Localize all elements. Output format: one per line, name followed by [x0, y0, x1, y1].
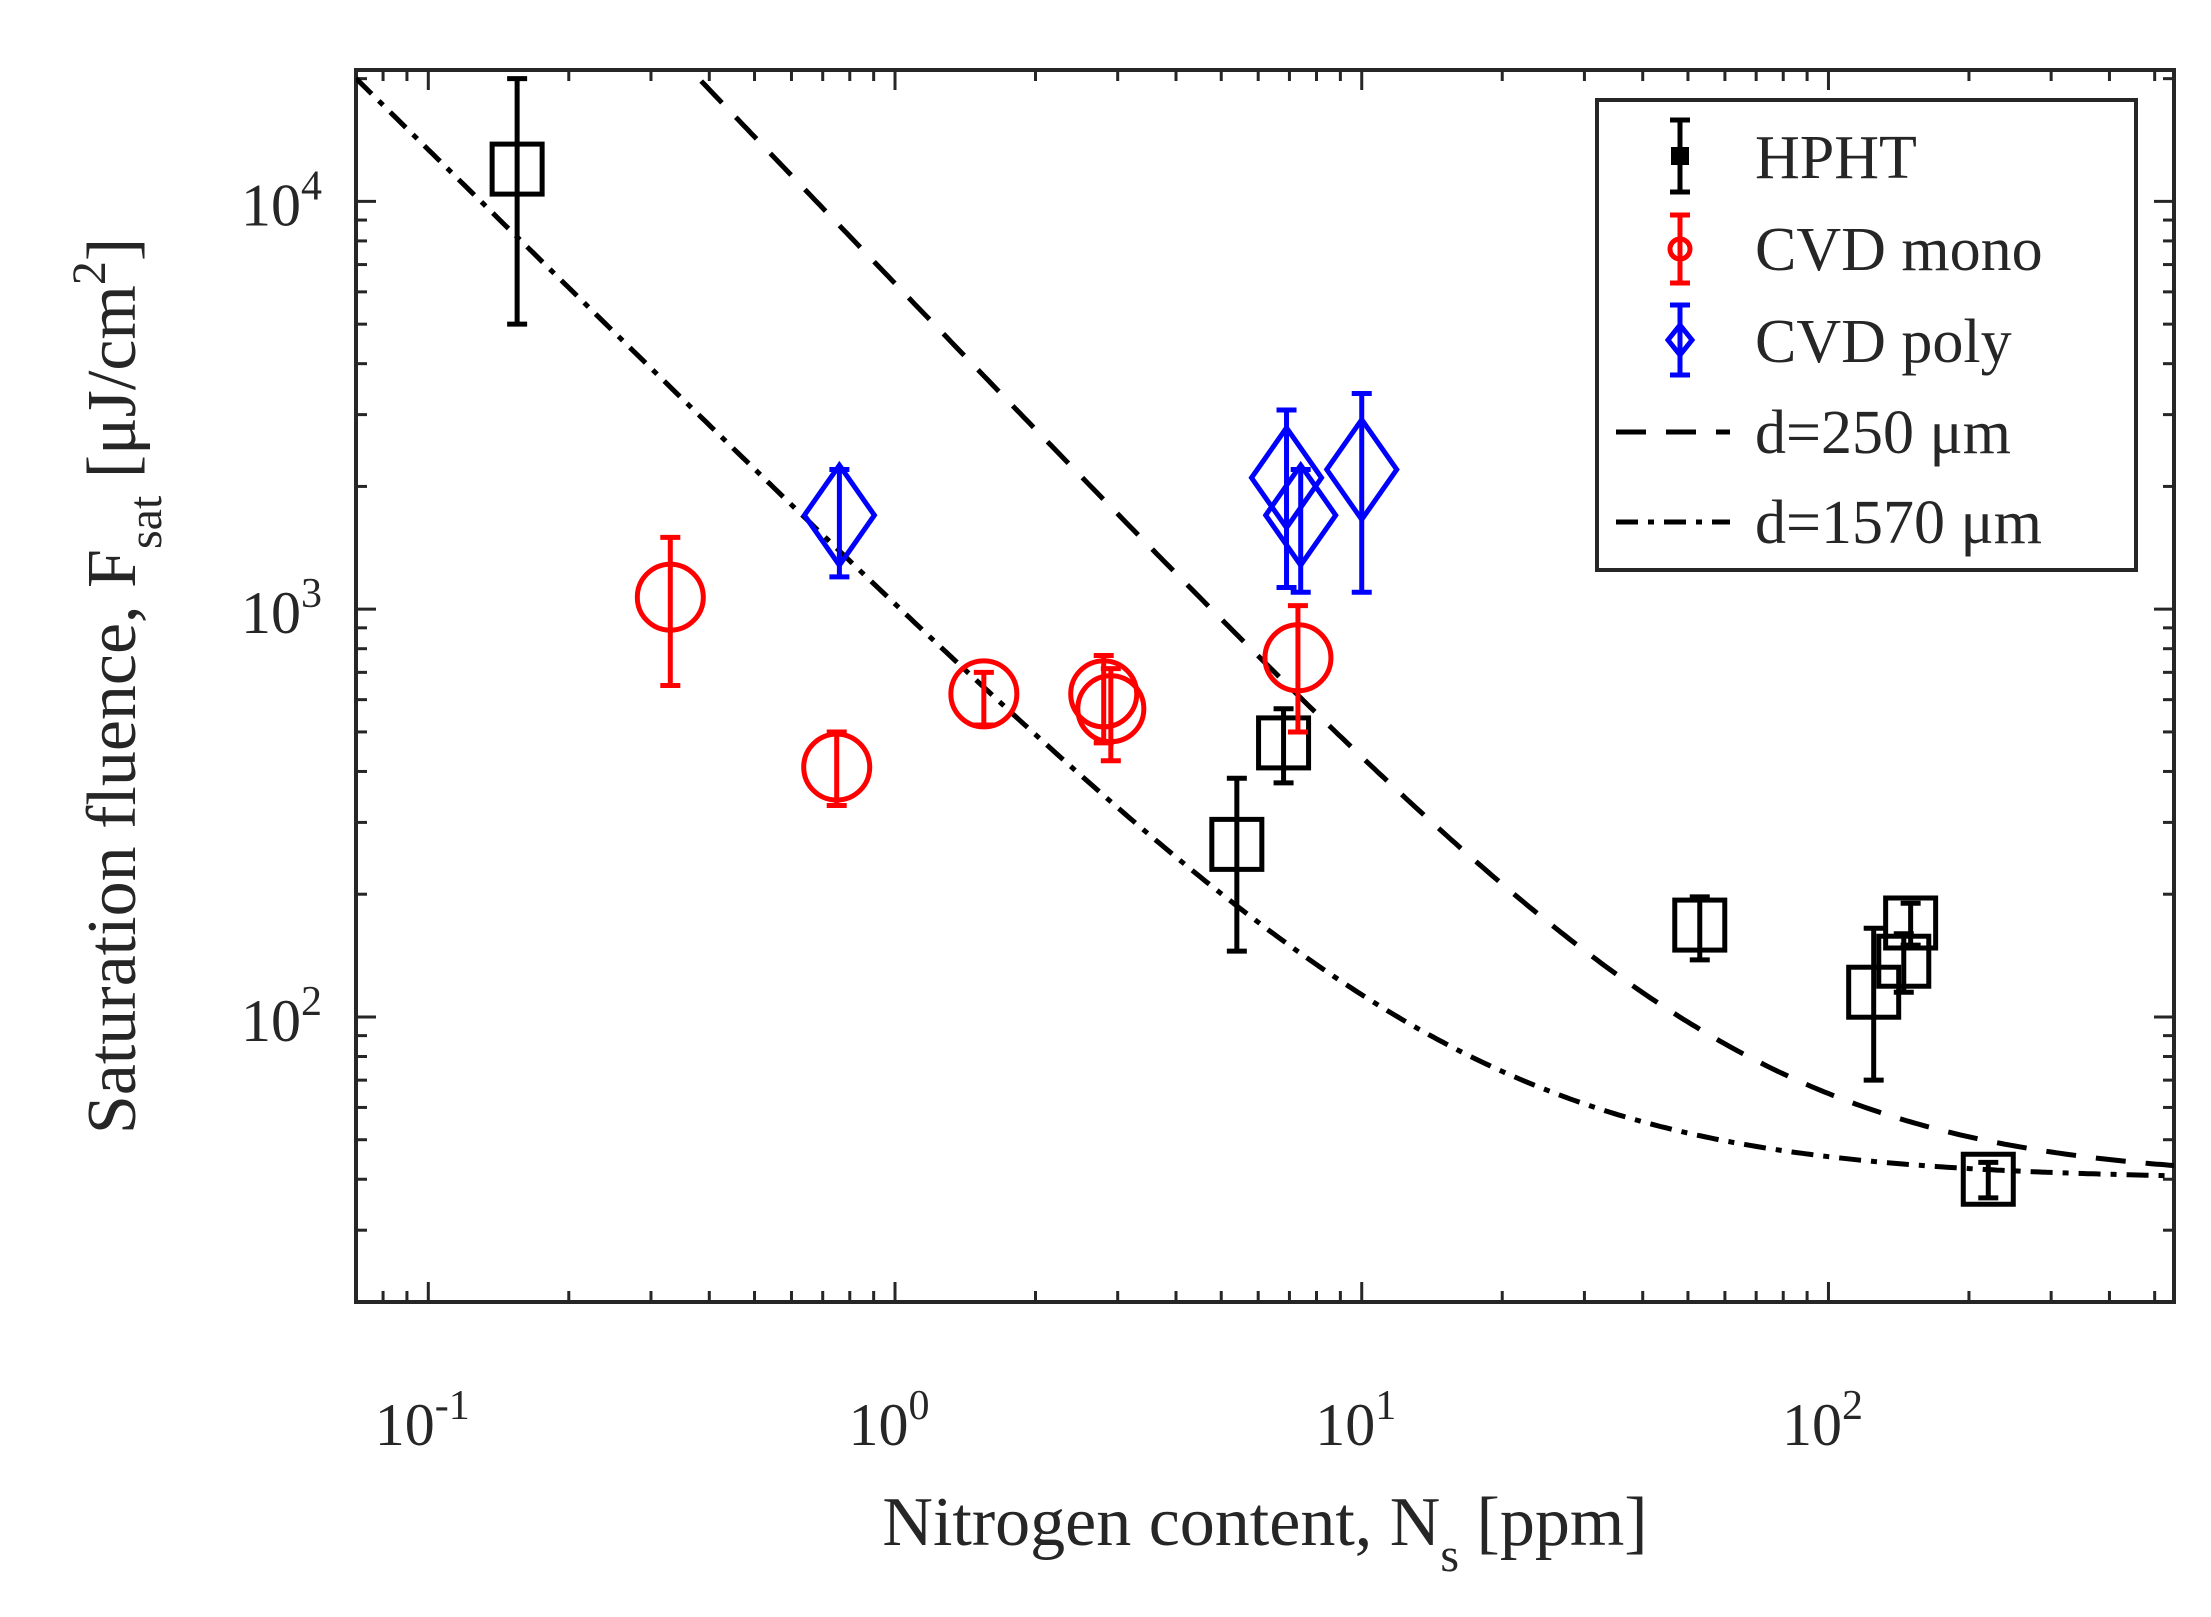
legend-label-cvd-poly: CVD poly [1755, 308, 2012, 376]
legend-hpht-square-marker [1671, 147, 1689, 165]
hpht-square-marker [1876, 933, 1932, 989]
legend-label-hpht: HPHT [1755, 124, 1917, 192]
cvd-poly-diamond-marker [801, 460, 878, 570]
y-tick-label-2: 104 [241, 163, 322, 238]
hpht-square-marker [1256, 715, 1312, 771]
cvd-mono-point [948, 658, 1020, 730]
cvd-mono-circle-marker [948, 658, 1020, 730]
axis-ticks [354, 70, 2174, 1304]
x-tick-label-3: 102 [1782, 1383, 1863, 1458]
cvd-poly-point [1262, 460, 1339, 595]
x-tick-label-2: 101 [1315, 1383, 1396, 1458]
x-tick-label-1: 100 [849, 1383, 930, 1458]
hpht-point [1209, 775, 1265, 954]
hpht-point [1960, 1151, 2016, 1207]
legend-item-d250: d=250 μm [1616, 399, 2011, 467]
cvd-mono-point [1262, 603, 1334, 735]
y-tick-label-1: 103 [241, 571, 322, 646]
legend-label-d1570: d=1570 μm [1755, 489, 2042, 557]
model-line-d1570 [356, 76, 2174, 1179]
cvd-mono-circle-marker [801, 731, 873, 803]
hpht-point [1256, 706, 1312, 786]
cvd-mono-circle-marker [634, 561, 706, 633]
hpht-square-marker [1672, 897, 1728, 953]
y-axis-title: Saturation fluence, Fsat [μJ/cm2] [63, 238, 172, 1134]
hpht-square-marker [1960, 1151, 2016, 1207]
y-tick-label-0: 102 [241, 979, 322, 1054]
hpht-point [1883, 895, 1939, 951]
legend-item-cvd-poly: CVD poly [1664, 302, 2012, 378]
cvd-poly-point [1248, 407, 1325, 591]
legend-item-hpht: HPHT [1670, 117, 1917, 195]
cvd-poly-point [1323, 390, 1400, 595]
data-points [489, 76, 2016, 1207]
legend: HPHT CVD mono CVD poly d=250 μm d=1570 μ… [1595, 98, 2138, 572]
hpht-square-marker [1883, 895, 1939, 951]
x-tick-label-0: 10-1 [375, 1383, 470, 1458]
cvd-poly-point [801, 460, 878, 580]
legend-item-d1570: d=1570 μm [1616, 489, 2042, 557]
legend-label-cvd-mono: CVD mono [1755, 216, 2043, 284]
x-axis-title: Nitrogen content, Ns [ppm] [882, 1484, 1647, 1582]
hpht-point [489, 76, 545, 327]
legend-label-d250: d=250 μm [1755, 399, 2011, 467]
y-tick-labels: 102 103 104 [241, 163, 322, 1054]
cvd-mono-circle-marker [1262, 622, 1334, 694]
cvd-poly-diamond-marker [1323, 415, 1400, 524]
cvd-poly-diamond-marker [1262, 460, 1339, 570]
legend-cvd-mono-circle-marker [1667, 236, 1693, 262]
cvd-mono-circle-marker [1075, 673, 1147, 745]
cvd-mono-point [1075, 666, 1147, 764]
x-tick-labels: 10-1 100 101 102 [375, 1383, 1863, 1458]
cvd-poly-diamond-marker [1248, 423, 1325, 533]
legend-cvd-poly-diamond-marker [1664, 320, 1696, 360]
cvd-mono-point [634, 534, 706, 688]
hpht-point [1672, 894, 1728, 963]
hpht-square-marker [1209, 816, 1265, 872]
cvd-mono-circle-marker [1068, 658, 1140, 730]
cvd-mono-point [801, 729, 873, 809]
legend-item-cvd-mono: CVD mono [1667, 212, 2043, 286]
hpht-square-marker [489, 141, 545, 197]
